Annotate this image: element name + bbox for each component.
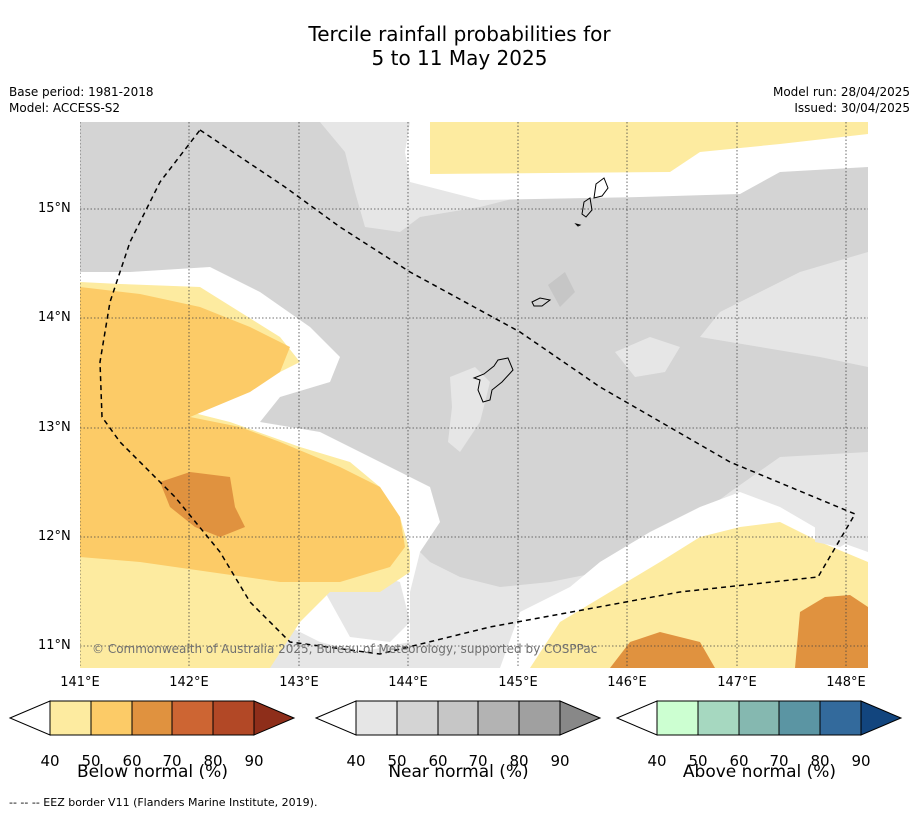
meta-left: Base period: 1981-2018 Model: ACCESS-S2 bbox=[9, 84, 154, 116]
x-tick-146e: 146°E bbox=[607, 675, 647, 690]
y-tick-14n: 14°N bbox=[38, 310, 71, 325]
colorbar-near-normal bbox=[314, 700, 602, 736]
above-tick-90: 90 bbox=[851, 752, 871, 770]
above-normal-title: Above normal (%) bbox=[682, 762, 837, 782]
title-line-1: Tercile rainfall probabilities for bbox=[308, 22, 611, 46]
near-tick-40: 40 bbox=[346, 752, 366, 770]
near-normal-patch-guam bbox=[448, 367, 490, 452]
rota-island bbox=[531, 297, 552, 307]
map-title: Tercile rainfall probabilities for 5 to … bbox=[0, 22, 919, 70]
y-tick-15n: 15°N bbox=[38, 201, 71, 216]
model-name: Model: ACCESS-S2 bbox=[9, 101, 121, 115]
meta-right: Model run: 28/04/2025 Issued: 30/04/2025 bbox=[773, 84, 910, 116]
below-normal-50-west bbox=[80, 287, 405, 582]
saipan-island bbox=[593, 177, 609, 199]
map-panel: © Commonwealth of Australia 2025, Bureau… bbox=[80, 122, 868, 668]
y-tick-13n: 13°N bbox=[38, 420, 71, 435]
eez-border bbox=[99, 128, 857, 655]
above-tick-50: 50 bbox=[688, 752, 708, 770]
below-normal-60-west bbox=[160, 472, 245, 537]
x-tick-144e: 144°E bbox=[388, 675, 428, 690]
above-tick-40: 40 bbox=[647, 752, 667, 770]
above-tick-80: 80 bbox=[810, 752, 830, 770]
near-tick-80: 80 bbox=[509, 752, 529, 770]
y-tick-11n: 11°N bbox=[38, 638, 71, 653]
below-extend-high bbox=[253, 700, 296, 736]
below-tick-80: 80 bbox=[203, 752, 223, 770]
below-tick-50: 50 bbox=[81, 752, 101, 770]
below-tick-70: 70 bbox=[162, 752, 182, 770]
near-normal-title: Near normal (%) bbox=[388, 762, 529, 782]
near-normal-50-region bbox=[80, 122, 868, 587]
below-normal-60-south bbox=[610, 632, 715, 668]
near-normal-60-patch bbox=[548, 272, 575, 307]
colorbar-below-normal bbox=[8, 700, 296, 736]
near-normal-patch-far-east bbox=[815, 517, 865, 547]
above-bin-4 bbox=[778, 700, 821, 736]
near-bin-5 bbox=[518, 700, 561, 736]
near-tick-90: 90 bbox=[550, 752, 570, 770]
x-tick-143e: 143°E bbox=[279, 675, 319, 690]
below-tick-60: 60 bbox=[122, 752, 142, 770]
below-tick-40: 40 bbox=[40, 752, 60, 770]
near-normal-patch-east bbox=[615, 337, 680, 377]
near-bin-1 bbox=[355, 700, 398, 736]
above-extend-high bbox=[860, 700, 903, 736]
near-extend-low bbox=[314, 700, 357, 736]
below-bin-2 bbox=[90, 700, 133, 736]
island-outlines bbox=[472, 177, 609, 403]
near-bin-3 bbox=[437, 700, 479, 736]
above-tick-60: 60 bbox=[729, 752, 749, 770]
above-bin-5 bbox=[819, 700, 862, 736]
x-tick-142e: 142°E bbox=[169, 675, 209, 690]
above-extend-low bbox=[615, 700, 658, 736]
near-extend-high bbox=[559, 700, 602, 736]
guam-island bbox=[472, 357, 514, 403]
below-bin-3 bbox=[131, 700, 173, 736]
x-tick-147e: 147°E bbox=[717, 675, 757, 690]
y-tick-12n: 12°N bbox=[38, 529, 71, 544]
below-normal-60-east bbox=[795, 595, 868, 668]
below-normal-40-north bbox=[430, 122, 868, 174]
below-bin-4 bbox=[171, 700, 214, 736]
base-period: Base period: 1981-2018 bbox=[9, 85, 154, 99]
aguijan-island bbox=[574, 223, 582, 227]
near-bin-4 bbox=[477, 700, 520, 736]
eez-footer-note: -- -- -- EEZ border V11 (Flanders Marine… bbox=[9, 796, 318, 809]
copyright-text: © Commonwealth of Australia 2025, Bureau… bbox=[92, 642, 597, 656]
below-extend-low bbox=[8, 700, 51, 736]
x-tick-145e: 145°E bbox=[498, 675, 538, 690]
colorbar-above-normal bbox=[615, 700, 903, 736]
near-tick-50: 50 bbox=[387, 752, 407, 770]
below-bin-1 bbox=[49, 700, 92, 736]
near-bin-2 bbox=[396, 700, 439, 736]
gridlines bbox=[80, 122, 868, 668]
issued-date: Issued: 30/04/2025 bbox=[794, 101, 910, 115]
x-tick-141e: 141°E bbox=[60, 675, 100, 690]
below-tick-90: 90 bbox=[244, 752, 264, 770]
title-line-2: 5 to 11 May 2025 bbox=[371, 46, 548, 70]
below-normal-40-southeast bbox=[530, 522, 868, 668]
below-normal-title: Below normal (%) bbox=[77, 762, 228, 782]
near-tick-70: 70 bbox=[468, 752, 488, 770]
x-tick-148e: 148°E bbox=[826, 675, 866, 690]
below-bin-5 bbox=[212, 700, 255, 736]
near-tick-60: 60 bbox=[428, 752, 448, 770]
above-bin-3 bbox=[738, 700, 780, 736]
above-bin-1 bbox=[656, 700, 699, 736]
above-tick-70: 70 bbox=[769, 752, 789, 770]
above-bin-2 bbox=[697, 700, 740, 736]
tinian-island bbox=[581, 197, 593, 218]
model-run: Model run: 28/04/2025 bbox=[772, 85, 910, 99]
